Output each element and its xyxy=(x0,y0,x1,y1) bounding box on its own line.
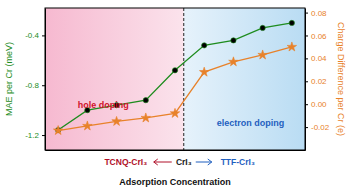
y-title: MAE per Cr (meV) xyxy=(4,42,14,116)
plot: -1.2 -0.8 -0.4 -0.02 0.00 0.02 0.04 0.06 0.08 xyxy=(25,8,330,151)
chart: -1.2 -0.8 -0.4 -0.02 0.00 0.02 0.04 0.06 0.08 MAE… xyxy=(0,0,346,189)
y2-title: Charge Difference per Cr (e) xyxy=(336,22,346,136)
point xyxy=(260,25,265,30)
tick: -0.02 xyxy=(305,123,330,132)
tick-label: 0.04 xyxy=(311,54,327,63)
tick: 0.00 xyxy=(305,100,327,109)
tick: 0.08 xyxy=(305,9,327,18)
tick-label: 0.06 xyxy=(311,32,327,41)
point xyxy=(170,108,180,117)
divider xyxy=(183,8,184,150)
tick-label: 0.02 xyxy=(311,77,327,86)
axis-line xyxy=(46,150,306,151)
point xyxy=(53,126,63,135)
x-title: Adsorption Concentration xyxy=(119,177,231,187)
point xyxy=(202,43,207,48)
axis-line xyxy=(305,9,306,151)
tick: -1.2 xyxy=(25,131,45,140)
arrow xyxy=(196,159,212,165)
tick-mark xyxy=(305,58,308,59)
annotation: TTF-CrI₃ xyxy=(221,157,255,167)
annotation: TCNQ-CrI₃ xyxy=(104,157,147,167)
tick: -0.4 xyxy=(25,31,45,40)
point xyxy=(287,42,297,51)
series-line xyxy=(58,47,292,131)
point xyxy=(199,67,209,76)
tick-mark xyxy=(305,104,308,105)
tick-label: -0.02 xyxy=(311,123,330,132)
point xyxy=(289,20,294,25)
point xyxy=(141,113,151,122)
tick-label: -1.2 xyxy=(25,131,39,140)
tick-label: 0.00 xyxy=(311,100,327,109)
electron-region xyxy=(184,8,305,150)
yticks-axis: -1.2 -0.8 -0.4 xyxy=(25,9,45,151)
tick-mark xyxy=(305,81,308,82)
annotation: CrI₃ xyxy=(176,157,192,167)
point xyxy=(172,68,177,73)
tick: -0.8 xyxy=(25,81,45,90)
tick: 0.02 xyxy=(305,77,327,86)
marks xyxy=(53,20,296,134)
tick: 0.06 xyxy=(305,32,327,41)
annotation: electron doping xyxy=(217,118,285,128)
point xyxy=(229,57,239,66)
x-axis xyxy=(46,150,306,152)
point xyxy=(231,38,236,43)
tick-label: -0.8 xyxy=(25,81,39,90)
series-line xyxy=(58,23,292,130)
point xyxy=(112,116,122,125)
frame xyxy=(45,8,305,150)
tick-mark xyxy=(42,85,45,86)
tick-mark xyxy=(305,127,308,128)
tick-mark xyxy=(42,35,45,36)
point xyxy=(143,98,148,103)
point xyxy=(258,50,268,59)
point xyxy=(83,121,93,130)
tick-mark xyxy=(42,135,45,136)
tick-mark xyxy=(305,35,308,36)
tick-mark xyxy=(305,13,308,14)
tick-label: 0.08 xyxy=(311,9,327,18)
tick: 0.04 xyxy=(305,54,327,63)
tick-label: -0.4 xyxy=(25,31,39,40)
annotation: hole doping xyxy=(78,100,129,110)
y2ticks-axis: -0.02 0.00 0.02 0.04 0.06 0.08 xyxy=(305,9,330,151)
axis-line xyxy=(45,9,46,151)
arrow xyxy=(154,159,172,165)
